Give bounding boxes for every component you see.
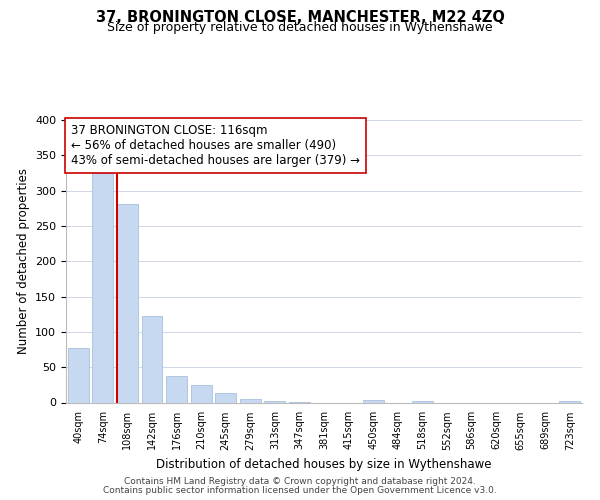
Bar xyxy=(240,399,261,402)
Text: Contains public sector information licensed under the Open Government Licence v3: Contains public sector information licen… xyxy=(103,486,497,495)
Bar xyxy=(166,376,187,402)
Bar xyxy=(265,401,286,402)
Bar xyxy=(117,204,138,402)
Text: 37, BRONINGTON CLOSE, MANCHESTER, M22 4ZQ: 37, BRONINGTON CLOSE, MANCHESTER, M22 4Z… xyxy=(95,10,505,25)
Bar xyxy=(142,316,163,402)
Bar xyxy=(412,401,433,402)
Text: Size of property relative to detached houses in Wythenshawe: Size of property relative to detached ho… xyxy=(107,21,493,34)
Y-axis label: Number of detached properties: Number of detached properties xyxy=(17,168,29,354)
Bar xyxy=(559,401,580,402)
Bar xyxy=(215,392,236,402)
Text: 37 BRONINGTON CLOSE: 116sqm
← 56% of detached houses are smaller (490)
43% of se: 37 BRONINGTON CLOSE: 116sqm ← 56% of det… xyxy=(71,124,360,167)
X-axis label: Distribution of detached houses by size in Wythenshawe: Distribution of detached houses by size … xyxy=(156,458,492,471)
Bar xyxy=(191,385,212,402)
Bar xyxy=(362,400,383,402)
Text: Contains HM Land Registry data © Crown copyright and database right 2024.: Contains HM Land Registry data © Crown c… xyxy=(124,477,476,486)
Bar xyxy=(68,348,89,403)
Bar xyxy=(92,173,113,402)
